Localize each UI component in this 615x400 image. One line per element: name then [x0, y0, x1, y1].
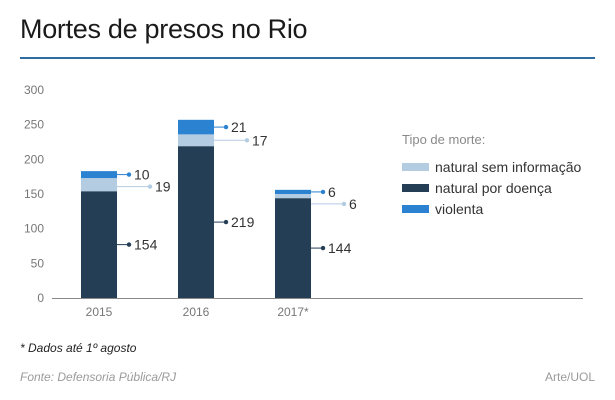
- y-tick-label: 300: [24, 83, 44, 97]
- bar-segment: [81, 178, 117, 192]
- bar-segment: [178, 146, 214, 298]
- bar-segment: [81, 171, 117, 179]
- data-label-dot: [244, 138, 250, 143]
- bar-segment: [275, 198, 311, 298]
- bar-segment: [275, 194, 311, 199]
- data-label: 144: [328, 240, 352, 256]
- source-note: Fonte: Defensoria Pública/RJ: [20, 370, 177, 384]
- data-label-dot: [126, 242, 132, 247]
- legend-swatch: [402, 184, 429, 192]
- data-label-dot: [223, 124, 229, 130]
- x-tick-label: 2017*: [277, 305, 309, 319]
- x-tick-label: 2016: [183, 305, 210, 319]
- legend-label: violenta: [435, 201, 484, 217]
- legend-swatch: [402, 163, 429, 171]
- data-label-dot: [320, 245, 326, 251]
- data-label: 21: [231, 119, 247, 135]
- y-tick-label: 100: [24, 222, 44, 236]
- y-tick-label: 250: [24, 118, 44, 132]
- data-label: 154: [134, 237, 158, 253]
- legend-label: natural por doença: [435, 180, 552, 196]
- data-label: 10: [134, 167, 150, 183]
- chart-title: Mortes de presos no Rio: [20, 14, 308, 44]
- legend-swatch: [402, 205, 429, 213]
- y-tick-label: 150: [24, 187, 44, 201]
- y-tick-label: 0: [37, 291, 44, 305]
- bar-segment: [275, 189, 311, 194]
- y-tick-label: 200: [24, 152, 44, 166]
- data-label: 17: [252, 132, 268, 148]
- data-label: 19: [155, 179, 171, 195]
- footnote: * Dados até 1º agosto: [20, 341, 137, 355]
- y-tick-label: 50: [31, 256, 45, 270]
- data-label-dot: [147, 184, 153, 189]
- bar-segment: [178, 134, 214, 147]
- credit: Arte/UOL: [544, 370, 595, 384]
- bar-segment: [81, 191, 117, 298]
- data-label-dot: [320, 189, 326, 195]
- bar-segment: [178, 119, 214, 135]
- data-label: 219: [231, 214, 255, 230]
- title-rule: [20, 57, 595, 59]
- data-label: 6: [349, 196, 357, 212]
- legend-label: natural sem informação: [435, 159, 582, 175]
- data-label-dot: [223, 219, 229, 225]
- x-tick-label: 2015: [86, 305, 113, 319]
- data-label: 6: [328, 184, 336, 200]
- legend-title: Tipo de morte:: [402, 132, 486, 147]
- data-label-dot: [126, 172, 132, 177]
- data-label-dot: [341, 201, 347, 207]
